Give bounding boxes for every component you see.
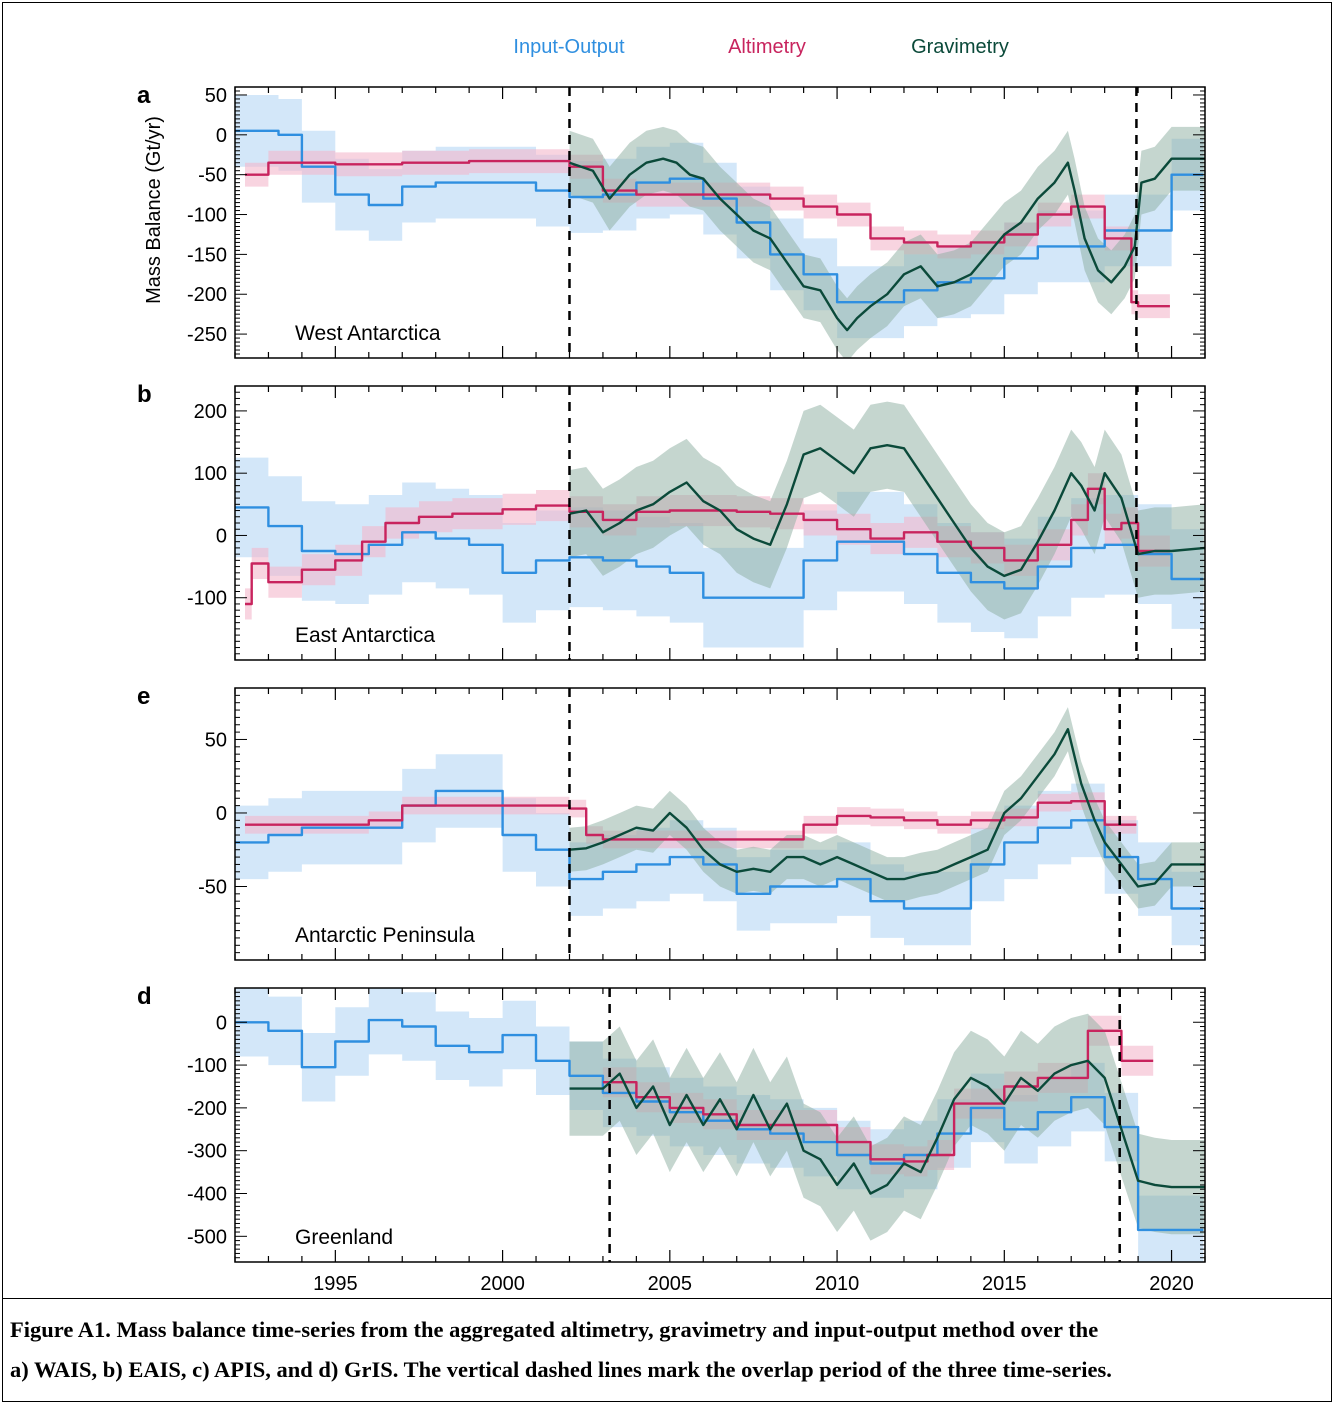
y-tick-label: -100	[187, 1055, 227, 1077]
panel-d: 1995 2000 2005 2010 2015 2020 0 -100 -200 -300 -40…	[137, 983, 1206, 1295]
band-gravimetry-e	[569, 707, 1205, 909]
plot-area-e	[235, 707, 1205, 946]
panel-a: 50 0 -50 -100 -150 -200 -250 a West Antarctica	[137, 82, 1206, 359]
y-tick-label: -200	[187, 1098, 227, 1120]
y-tick-label: 0	[216, 125, 227, 147]
y-tick-label: 0	[216, 1012, 227, 1034]
series-line-altimetry-e	[245, 800, 1137, 841]
y-tick-label: -250	[187, 324, 227, 346]
panel-letter-e: e	[137, 683, 150, 710]
series-line-altimetry-a	[245, 159, 1170, 308]
caption-divider	[2, 1298, 1332, 1299]
plot-area-a	[235, 95, 1205, 358]
region-label-e: Antarctic Peninsula	[295, 924, 475, 947]
y-tick-label: -200	[187, 284, 227, 306]
band-gravimetry-a	[569, 126, 1205, 358]
legend-input-output: Input-Output	[513, 36, 625, 58]
series-line-input-output-d	[235, 1018, 1204, 1232]
axes-frame-e	[234, 687, 1206, 961]
legend-altimetry: Altimetry	[728, 36, 806, 58]
panel-letter-a: a	[137, 82, 151, 109]
y-tick-label: -100	[187, 588, 227, 610]
caption-line-1: Figure A1. Mass balance time-series from…	[10, 1317, 1099, 1342]
plot-area-d	[235, 988, 1205, 1262]
panel-b: 200 100 0 -100 b East Antarctica	[137, 381, 1206, 661]
mass-balance-chart: Input-Output Altimetry Gravimetry Mass B…	[137, 36, 1206, 1295]
y-tick-label: 100	[194, 463, 227, 485]
y-tick-label: 0	[216, 803, 227, 825]
y-tick-label: -300	[187, 1141, 227, 1163]
x-tick-label: 2010	[815, 1273, 860, 1295]
y-tick-label: -50	[198, 876, 227, 898]
band-gravimetry-b	[569, 401, 1205, 620]
band-gravimetry-d	[569, 1013, 1205, 1241]
legend-gravimetry: Gravimetry	[911, 36, 1009, 58]
region-label-d: Greenland	[295, 1226, 393, 1249]
x-tick-label: 2015	[982, 1273, 1027, 1295]
series-line-altimetry-d	[602, 1029, 1154, 1163]
y-tick-label: -50	[198, 165, 227, 187]
panel-e: 50 0 -50 e Antarctic Peninsula	[137, 683, 1206, 961]
x-tick-label: 1995	[313, 1273, 358, 1295]
y-tick-label: -400	[187, 1184, 227, 1206]
y-tick-label: -100	[187, 205, 227, 227]
region-label-b: East Antarctica	[295, 624, 435, 647]
panel-letter-d: d	[137, 983, 152, 1010]
series-line-altimetry-b	[245, 487, 1170, 606]
region-label-a: West Antarctica	[295, 322, 441, 345]
panels: 50 0 -50 -100 -150 -200 -250 a West Antarctica 20…	[137, 82, 1206, 1295]
y-tick-label: 50	[205, 85, 227, 107]
y-tick-label: -500	[187, 1226, 227, 1248]
legend: Input-Output Altimetry Gravimetry	[513, 36, 1008, 58]
caption-line-2: a) WAIS, b) EAIS, c) APIS, and d) GrIS. …	[10, 1357, 1112, 1382]
y-tick-label: 0	[216, 525, 227, 547]
band-altimetry-b	[245, 473, 1170, 620]
series-line-gravimetry-b	[569, 444, 1205, 578]
series-line-gravimetry-a	[569, 157, 1205, 332]
panel-letter-b: b	[137, 381, 152, 408]
plot-area-b	[235, 401, 1205, 648]
x-tick-label: 2020	[1149, 1273, 1194, 1295]
y-tick-label: 200	[194, 401, 227, 423]
series-line-input-output-b	[235, 506, 1204, 599]
y-tick-label: 50	[205, 729, 227, 751]
series-line-gravimetry-d	[569, 1059, 1205, 1195]
x-tick-label: 2005	[648, 1273, 693, 1295]
figure-caption: Figure A1. Mass balance time-series from…	[10, 1310, 1328, 1390]
x-tick-label: 2000	[480, 1273, 525, 1295]
y-axis-label: Mass Balance (Gt/yr)	[143, 116, 165, 304]
y-tick-label: -150	[187, 244, 227, 266]
series-line-gravimetry-e	[569, 728, 1205, 888]
